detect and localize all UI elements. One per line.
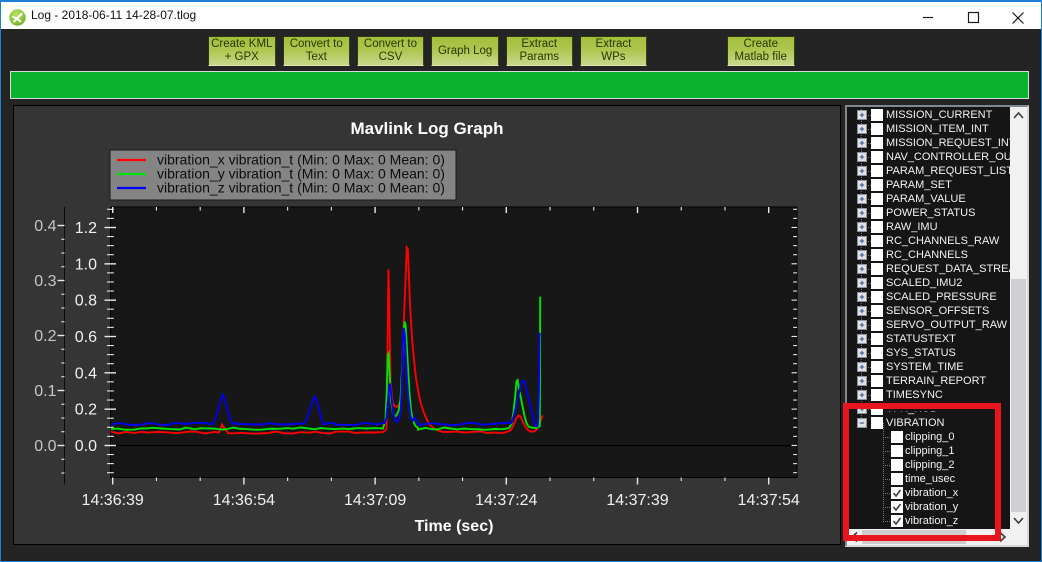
svg-text:14:36:54: 14:36:54 [213,492,275,509]
svg-text:14:36:39: 14:36:39 [82,492,144,509]
svg-text:1.2: 1.2 [75,220,97,237]
svg-text:0.4: 0.4 [75,365,97,382]
svg-text:Time (sec): Time (sec) [415,518,494,535]
svg-text:14:37:54: 14:37:54 [738,492,800,509]
svg-text:14:37:39: 14:37:39 [606,492,668,509]
svg-text:0.8: 0.8 [75,293,97,310]
svg-text:1.0: 1.0 [75,256,97,273]
svg-text:0.6: 0.6 [75,329,97,346]
svg-text:vibration_y vibration_t (Min:: vibration_y vibration_t (Min: 0 Max: 0 M… [157,166,445,182]
svg-text:vibration_z vibration_t (Min:: vibration_z vibration_t (Min: 0 Max: 0 M… [157,180,445,196]
svg-text:0.4: 0.4 [34,218,56,235]
svg-text:0.0: 0.0 [75,438,97,455]
svg-text:0.3: 0.3 [34,273,56,290]
svg-text:14:37:09: 14:37:09 [344,492,406,509]
svg-text:14:37:24: 14:37:24 [475,492,537,509]
svg-text:0.1: 0.1 [34,383,56,400]
svg-text:vibration_x vibration_t (Min:: vibration_x vibration_t (Min: 0 Max: 0 M… [157,152,445,168]
svg-text:0.2: 0.2 [34,328,56,345]
svg-text:0.0: 0.0 [34,438,56,455]
svg-text:Mavlink Log Graph: Mavlink Log Graph [350,119,503,138]
svg-text:0.2: 0.2 [75,402,97,419]
